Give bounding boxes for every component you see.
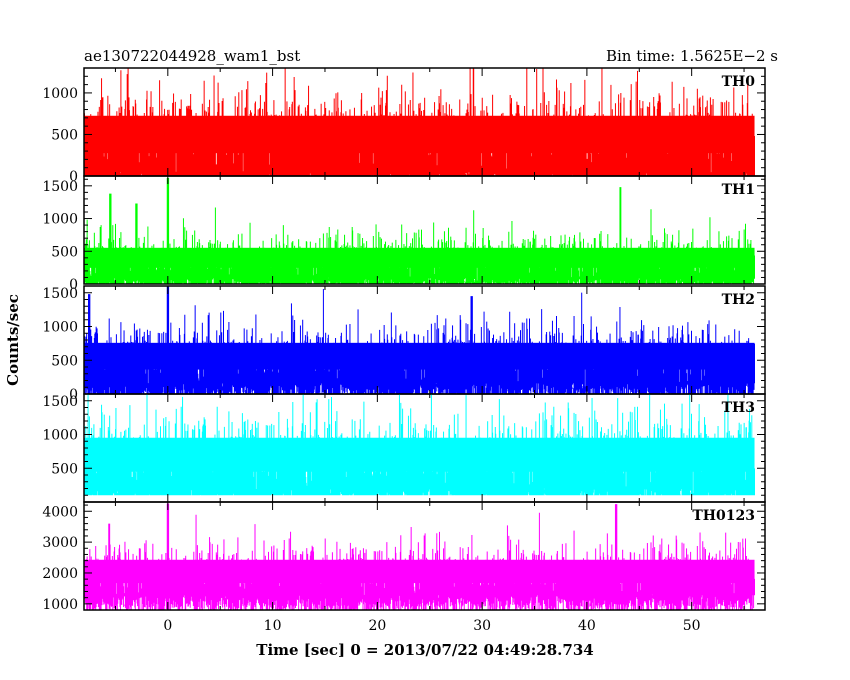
series-core-th1 — [84, 247, 755, 268]
y-tick-label: 1000 — [42, 597, 78, 613]
y-tick-label: 3000 — [42, 535, 78, 551]
chart-title-left: ae130722044928_wam1_bst — [84, 47, 300, 65]
y-tick-label: 1000 — [42, 212, 78, 228]
y-tick-label: 500 — [51, 353, 78, 369]
panel-frame — [83, 175, 766, 285]
series-core-th0123 — [84, 559, 755, 584]
series-th0123 — [84, 503, 755, 610]
panel-th3: 500 1000 1500 TH3 — [42, 393, 766, 503]
x-tick-label: 30 — [473, 618, 491, 634]
series-th2 — [84, 286, 755, 394]
panel-th1: 0 500 1000 1500 TH1 — [42, 175, 766, 293]
y-axis-label: Counts/sec — [4, 294, 22, 386]
x-tick-label: 10 — [264, 618, 282, 634]
panel-label: TH2 — [722, 292, 755, 308]
x-axis-label: Time [sec] 0 = 2013/07/22 04:49:28.734 — [256, 641, 593, 659]
panel-label: TH0123 — [692, 508, 755, 524]
y-tick-label: 1000 — [42, 428, 78, 444]
y-tick-label: 1500 — [42, 179, 78, 195]
panel-frame — [83, 501, 766, 611]
y-tick-label: 1500 — [42, 394, 78, 410]
panel-label: TH3 — [722, 400, 755, 416]
y-tick-label: 500 — [51, 461, 78, 477]
panel-label: TH0 — [722, 74, 756, 90]
y-tick-label: 0 — [69, 169, 78, 185]
series-th1 — [84, 177, 755, 284]
x-tick-label: 50 — [683, 618, 701, 634]
panel-th0123: 1000 2000 3000 4000 TH0123 — [42, 501, 766, 613]
y-tick-label: 1500 — [42, 286, 78, 302]
series-core-th3 — [84, 437, 755, 472]
panel-label: TH1 — [722, 182, 755, 198]
y-tick-label: 500 — [51, 244, 78, 260]
y-tick-label: 0 — [69, 277, 78, 293]
series-core-th2 — [84, 342, 755, 370]
panel-th2: 0 500 1000 1500 TH2 — [42, 285, 766, 403]
y-tick-label: 2000 — [42, 566, 78, 582]
y-tick-label: 1000 — [42, 86, 78, 102]
x-tick-label: 40 — [578, 618, 596, 634]
y-tick-label: 4000 — [42, 504, 78, 520]
chart-title-right: Bin time: 1.5625E−2 s — [606, 47, 778, 65]
x-tick-label: 20 — [368, 618, 386, 634]
x-tick-label: 0 — [163, 618, 172, 634]
panel-th0: 0 500 1000 TH0 — [42, 67, 766, 185]
y-tick-label: 1000 — [42, 320, 78, 336]
series-core-th0 — [84, 115, 755, 154]
y-tick-label: 500 — [51, 127, 78, 143]
y-tick-label: 0 — [69, 387, 78, 403]
